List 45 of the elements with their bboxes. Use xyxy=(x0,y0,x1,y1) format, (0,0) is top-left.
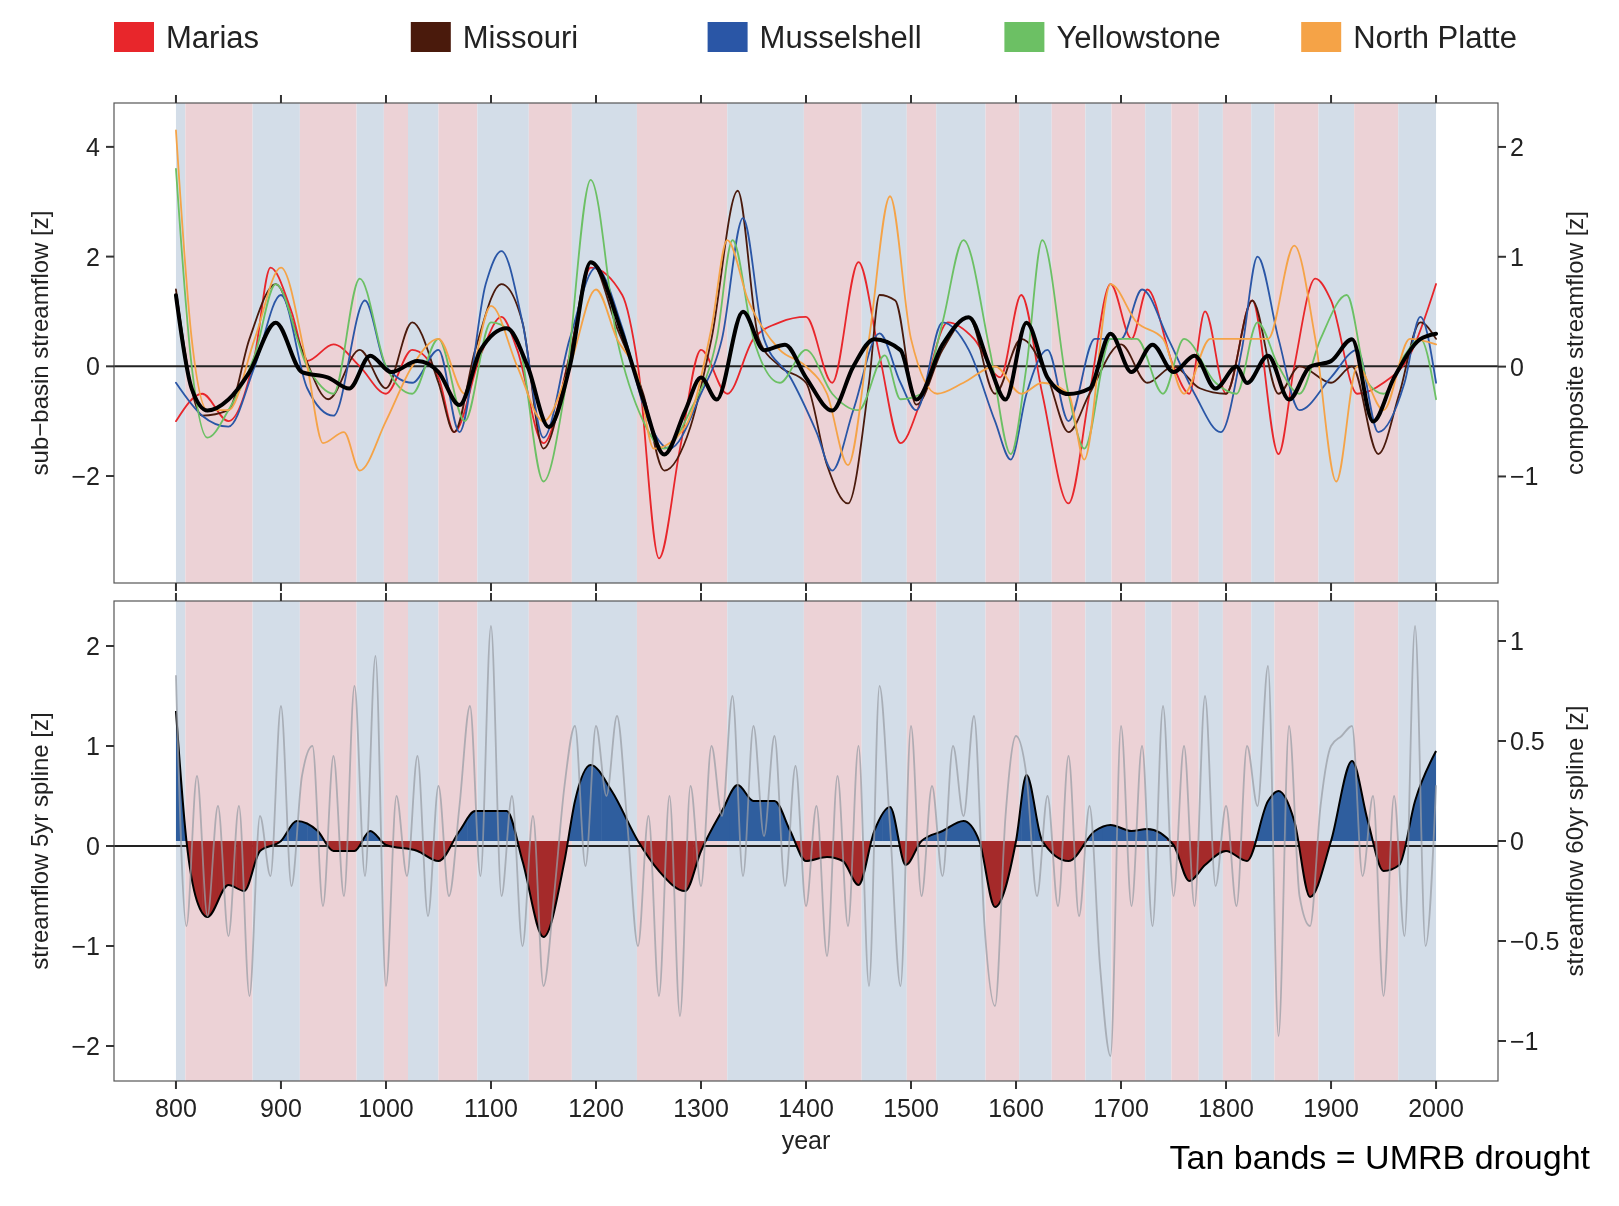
legend-label: Marias xyxy=(166,20,260,55)
x-tick-label: 1700 xyxy=(1093,1094,1149,1122)
x-tick-label: 1500 xyxy=(883,1094,939,1122)
x-tick-label: 1400 xyxy=(778,1094,834,1122)
text: Tan bands = UMRB drought xyxy=(1169,1138,1591,1176)
line-series xyxy=(173,260,1439,457)
x-tick-label: 2000 xyxy=(1408,1094,1464,1122)
y-tick-label: 1 xyxy=(86,732,100,760)
y-tick-label: 4 xyxy=(86,132,101,161)
y2-tick-label: 0 xyxy=(1510,352,1524,381)
y-axis-title: sub−basin streamflow [z] xyxy=(26,210,53,476)
x-tick-label: 1200 xyxy=(568,1094,624,1122)
legend-label: Yellowstone xyxy=(1056,20,1221,55)
y-tick-label: −2 xyxy=(71,462,100,491)
x-tick-label: 800 xyxy=(155,1094,197,1122)
x-axis-title: year xyxy=(781,1126,831,1154)
y-tick-label: −2 xyxy=(71,1032,100,1060)
y2-tick-label: 0 xyxy=(1510,827,1524,855)
y-tick-label: 0 xyxy=(86,832,100,860)
y2-axis-title: streamflow 60yr spline [z] xyxy=(1561,705,1588,977)
y2-tick-label: 0.5 xyxy=(1510,727,1545,755)
legend-label: North Platte xyxy=(1353,20,1517,55)
x-tick-label: 1800 xyxy=(1198,1094,1254,1122)
x-tick-label: 900 xyxy=(260,1094,302,1122)
x-tick-label: 1100 xyxy=(464,1094,518,1122)
y2-tick-label: 2 xyxy=(1510,132,1524,161)
line-series xyxy=(175,217,1437,472)
x-tick-label: 1600 xyxy=(988,1094,1044,1122)
y2-tick-label: 1 xyxy=(1510,627,1524,655)
y2-tick-label: −1 xyxy=(1510,462,1539,491)
y-tick-label: 2 xyxy=(86,632,100,660)
y2-tick-label: −1 xyxy=(1510,1027,1539,1055)
y2-tick-label: −0.5 xyxy=(1510,927,1560,955)
y-axis-title: streamflow 5yr spline [z] xyxy=(26,712,53,970)
y-tick-label: −1 xyxy=(71,932,100,960)
y-tick-label: 0 xyxy=(86,352,100,381)
legend-label: Missouri xyxy=(462,20,579,55)
y2-tick-label: 1 xyxy=(1510,242,1524,271)
legend-label: Musselshell xyxy=(759,20,922,55)
x-tick-label: 1900 xyxy=(1303,1094,1359,1122)
x-tick-label: 1000 xyxy=(358,1094,414,1122)
line-series xyxy=(175,625,1437,1057)
y2-axis-title: composite streamflow [z] xyxy=(1561,210,1588,476)
x-tick-label: 1300 xyxy=(673,1094,729,1122)
y-tick-label: 2 xyxy=(86,242,100,271)
